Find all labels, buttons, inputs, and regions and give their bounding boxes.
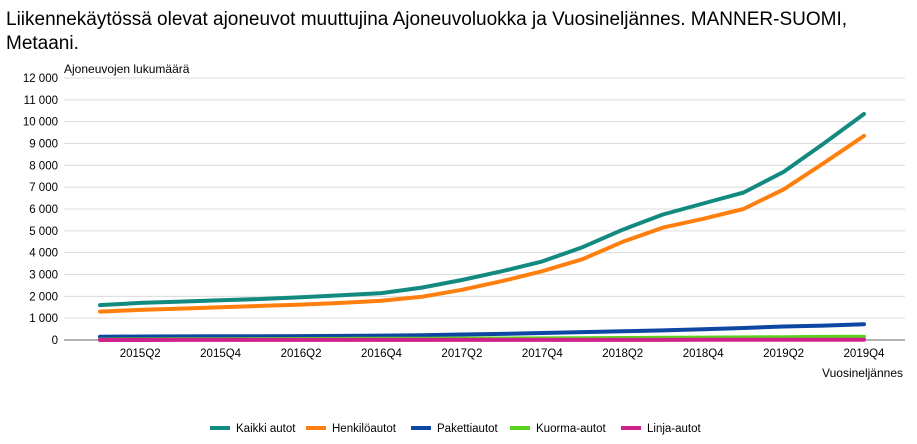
legend-label: Linja-autot [647,423,702,435]
x-tick-label: 2017Q2 [441,348,482,360]
x-tick-label: 2015Q2 [120,348,161,360]
legend: Kaikki autot Henkilöautot Pakettiautot Kuor… [210,423,702,435]
y-tick-label: 10 000 [23,117,58,129]
x-tick-label: 2019Q2 [763,348,804,360]
y-tick-label: 3 000 [29,270,58,282]
x-tick-label: 2016Q4 [361,348,403,360]
x-tick-label: 2019Q4 [844,348,886,360]
x-tick-label: 2018Q2 [602,348,643,360]
y-tick-label: 5 000 [29,226,58,238]
y-axis-tick-labels: 0 1 000 2 000 3 000 4 000 5 000 6 000 7 000 8 00… [23,73,58,347]
x-tick-label: 2016Q2 [281,348,322,360]
legend-label: Kaikki autot [236,423,296,435]
legend-label: Henkilöautot [332,423,397,435]
legend-label: Kuorma-autot [536,423,606,435]
y-axis-label: Ajoneuvojen lukumäärä [64,62,190,76]
x-tick-label: 2015Q4 [200,348,242,360]
series-line-kaikki-autot [98,112,866,308]
y-tick-label: 7 000 [29,182,58,194]
series-line-pakettiautot [98,322,866,339]
y-tick-label: 6 000 [29,204,58,216]
y-tick-label: 0 [52,335,58,347]
x-tick-label: 2017Q4 [522,348,564,360]
gridlines [64,77,905,341]
legend-label: Pakettiautot [437,423,499,435]
y-tick-label: 12 000 [23,73,58,85]
y-tick-label: 9 000 [29,139,58,151]
series-lines [98,112,866,342]
y-tick-label: 8 000 [29,160,58,172]
chart-title: Liikennekäytössä olevat ajoneuvot muuttu… [6,9,848,54]
y-tick-label: 11 000 [24,95,58,107]
x-tick-label: 2018Q4 [683,348,725,360]
x-axis-label: Vuosineljännes [822,366,903,380]
y-tick-label: 1 000 [29,313,58,325]
series-line-henkil-autot [98,133,866,314]
y-tick-label: 2 000 [29,291,58,303]
x-axis-tick-labels: 2015Q2 2015Q4 2016Q2 2016Q4 2017Q2 2017Q4 2018… [120,348,885,360]
y-tick-label: 4 000 [29,248,58,260]
